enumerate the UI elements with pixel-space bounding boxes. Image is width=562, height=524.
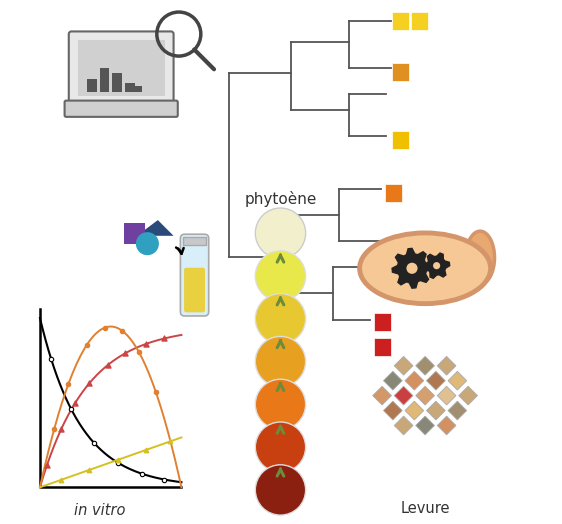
Text: Levure: Levure bbox=[400, 501, 450, 516]
Point bbox=[137, 470, 146, 478]
Circle shape bbox=[255, 465, 306, 515]
Point bbox=[85, 466, 94, 474]
Polygon shape bbox=[437, 356, 456, 375]
Point bbox=[114, 458, 123, 467]
Bar bbox=[385, 264, 401, 281]
Point bbox=[142, 446, 151, 454]
Polygon shape bbox=[394, 386, 413, 405]
Point bbox=[43, 461, 52, 469]
Point bbox=[160, 475, 169, 484]
Polygon shape bbox=[427, 372, 445, 390]
Circle shape bbox=[255, 293, 306, 344]
Bar bbox=[411, 13, 428, 30]
Text: phytoène: phytoène bbox=[244, 191, 316, 207]
Point bbox=[89, 439, 98, 447]
Bar bbox=[392, 13, 409, 30]
Point bbox=[82, 341, 91, 350]
Bar bbox=[392, 132, 409, 149]
Point bbox=[120, 350, 129, 358]
Circle shape bbox=[433, 262, 440, 269]
Bar bbox=[132, 86, 142, 92]
Polygon shape bbox=[394, 356, 413, 375]
Point bbox=[64, 380, 72, 389]
Bar bbox=[112, 73, 122, 92]
Polygon shape bbox=[416, 416, 434, 435]
Circle shape bbox=[255, 208, 306, 258]
Bar bbox=[183, 237, 206, 245]
Bar bbox=[124, 223, 145, 244]
Circle shape bbox=[406, 263, 418, 274]
Polygon shape bbox=[405, 372, 424, 390]
Bar bbox=[100, 68, 109, 92]
Circle shape bbox=[255, 422, 306, 472]
Polygon shape bbox=[427, 401, 445, 420]
Polygon shape bbox=[383, 401, 402, 420]
Bar bbox=[385, 237, 401, 255]
FancyBboxPatch shape bbox=[65, 101, 178, 117]
Point bbox=[57, 476, 66, 484]
Bar bbox=[385, 184, 401, 202]
Point bbox=[142, 340, 151, 348]
Polygon shape bbox=[459, 386, 478, 405]
Text: in vitro: in vitro bbox=[75, 504, 126, 518]
Point bbox=[85, 379, 94, 387]
Bar bbox=[125, 83, 134, 92]
Polygon shape bbox=[373, 386, 392, 405]
FancyBboxPatch shape bbox=[78, 40, 165, 96]
Polygon shape bbox=[394, 416, 413, 435]
FancyBboxPatch shape bbox=[180, 234, 209, 316]
Point bbox=[57, 425, 66, 433]
Polygon shape bbox=[416, 356, 434, 375]
Circle shape bbox=[255, 251, 306, 301]
Point bbox=[160, 334, 169, 343]
Point bbox=[103, 361, 112, 369]
Point bbox=[166, 437, 175, 445]
Polygon shape bbox=[392, 248, 432, 288]
Bar bbox=[374, 338, 391, 356]
Point bbox=[47, 355, 56, 364]
Circle shape bbox=[136, 232, 159, 255]
Point bbox=[49, 425, 58, 434]
Point bbox=[117, 326, 126, 335]
Ellipse shape bbox=[466, 231, 495, 284]
Polygon shape bbox=[416, 386, 434, 405]
Point bbox=[134, 348, 143, 356]
Polygon shape bbox=[424, 253, 450, 278]
Polygon shape bbox=[405, 401, 424, 420]
Point bbox=[114, 456, 123, 464]
Polygon shape bbox=[437, 386, 456, 405]
Point bbox=[152, 388, 161, 397]
Circle shape bbox=[255, 336, 306, 387]
Point bbox=[66, 405, 75, 413]
FancyBboxPatch shape bbox=[69, 31, 174, 105]
FancyBboxPatch shape bbox=[184, 268, 205, 312]
Bar bbox=[87, 79, 97, 92]
Polygon shape bbox=[437, 416, 456, 435]
Circle shape bbox=[255, 379, 306, 430]
Bar bbox=[374, 313, 391, 331]
Polygon shape bbox=[383, 372, 402, 390]
Point bbox=[71, 399, 80, 407]
Point bbox=[101, 323, 110, 332]
Ellipse shape bbox=[360, 233, 491, 304]
Bar bbox=[392, 63, 409, 81]
Polygon shape bbox=[448, 401, 466, 420]
Polygon shape bbox=[448, 372, 466, 390]
Polygon shape bbox=[137, 220, 174, 236]
